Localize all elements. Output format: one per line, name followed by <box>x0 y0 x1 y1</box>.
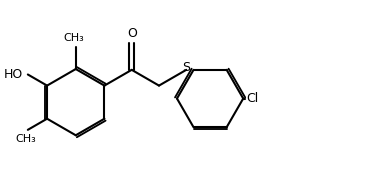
Text: O: O <box>127 27 136 40</box>
Text: CH₃: CH₃ <box>64 33 84 43</box>
Text: Cl: Cl <box>246 92 259 105</box>
Text: HO: HO <box>4 68 23 81</box>
Text: S: S <box>182 61 190 74</box>
Text: CH₃: CH₃ <box>15 134 36 144</box>
